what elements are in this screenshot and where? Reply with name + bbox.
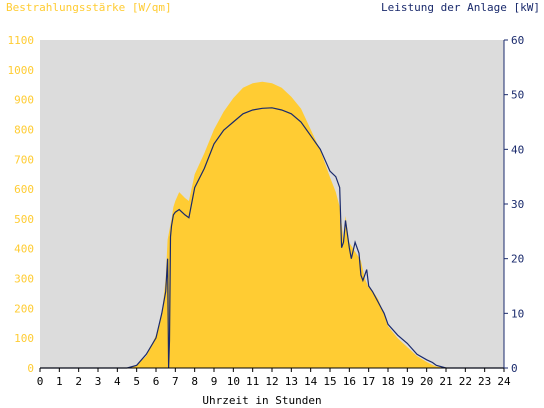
right-y-tick-label: 10: [511, 307, 524, 320]
left-y-tick-label: 300: [14, 273, 34, 286]
left-axis-title: Bestrahlungsstärke [W/qm]: [6, 1, 172, 14]
x-tick-label: 18: [381, 375, 394, 388]
x-tick-label: 19: [401, 375, 414, 388]
left-y-tick-label: 700: [14, 153, 34, 166]
x-tick-label: 2: [75, 375, 82, 388]
power-line: [40, 107, 504, 369]
irradiance-area: [40, 81, 504, 368]
right-y-tick-label: 60: [511, 34, 524, 47]
right-y-tick-label: 30: [511, 198, 524, 211]
x-axis-title: Uhrzeit in Stunden: [202, 394, 321, 407]
x-tick-label: 6: [153, 375, 160, 388]
x-tick-label: 1: [56, 375, 63, 388]
x-tick-label: 22: [459, 375, 472, 388]
x-tick-label: 4: [114, 375, 121, 388]
x-tick-label: 16: [343, 375, 356, 388]
x-tick-label: 10: [227, 375, 240, 388]
x-tick-label: 20: [420, 375, 433, 388]
x-tick-label: 21: [439, 375, 452, 388]
x-tick-label: 23: [478, 375, 491, 388]
right-axis-title: Leistung der Anlage [kW]: [381, 1, 540, 14]
x-tick-label: 0: [37, 375, 44, 388]
x-tick-label: 24: [497, 375, 511, 388]
left-y-tick-label: 1100: [8, 34, 35, 47]
left-y-tick-label: 900: [14, 94, 34, 107]
x-tick-label: 11: [246, 375, 259, 388]
left-y-tick-label: 500: [14, 213, 34, 226]
x-tick-label: 13: [285, 375, 298, 388]
x-tick-label: 17: [362, 375, 375, 388]
x-tick-label: 12: [265, 375, 278, 388]
left-y-tick-label: 400: [14, 243, 34, 256]
left-y-tick-label: 200: [14, 302, 34, 315]
right-y-tick-label: 50: [511, 89, 524, 102]
left-y-tick-label: 1000: [8, 64, 35, 77]
x-tick-label: 7: [172, 375, 179, 388]
left-y-tick-label: 600: [14, 183, 34, 196]
left-y-tick-label: 800: [14, 123, 34, 136]
x-tick-label: 9: [211, 375, 218, 388]
left-y-tick-label: 0: [27, 362, 34, 375]
right-y-tick-label: 0: [511, 362, 518, 375]
right-y-tick-label: 40: [511, 143, 524, 156]
x-tick-label: 15: [323, 375, 336, 388]
x-tick-label: 3: [95, 375, 102, 388]
left-y-tick-label: 100: [14, 332, 34, 345]
x-tick-label: 14: [304, 375, 318, 388]
x-tick-label: 8: [191, 375, 198, 388]
x-tick-label: 5: [133, 375, 140, 388]
right-y-tick-label: 20: [511, 253, 524, 266]
